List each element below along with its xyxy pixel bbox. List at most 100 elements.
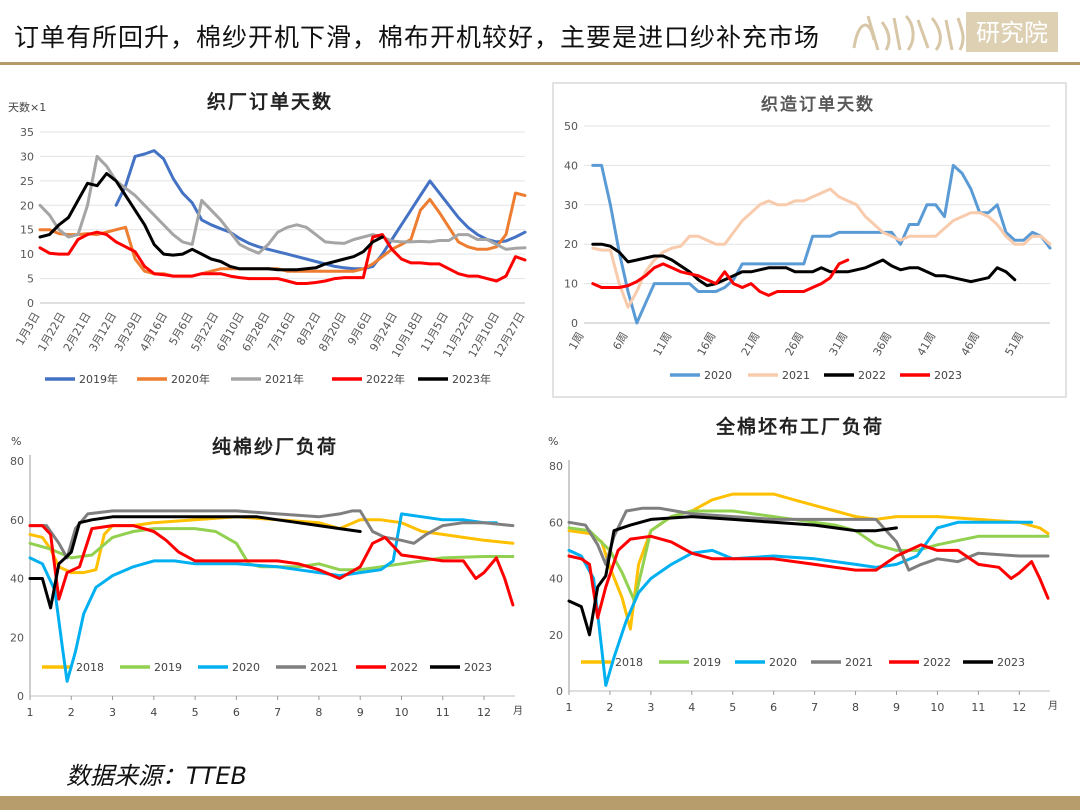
data-point bbox=[50, 607, 52, 609]
data-point bbox=[229, 231, 231, 233]
data-point bbox=[359, 519, 361, 521]
data-point bbox=[334, 265, 336, 267]
series-line-2023 bbox=[567, 515, 898, 637]
data-point bbox=[524, 194, 526, 197]
data-point bbox=[711, 549, 713, 551]
legend-label-2020: 2020 bbox=[232, 661, 260, 674]
data-point bbox=[338, 569, 341, 571]
data-point bbox=[605, 563, 607, 566]
data-point bbox=[650, 518, 652, 521]
data-point bbox=[600, 286, 603, 289]
data-point bbox=[210, 270, 212, 272]
data-point bbox=[653, 267, 655, 269]
y-tick-label: 10 bbox=[20, 248, 34, 261]
data-point bbox=[96, 185, 98, 187]
x-tick-label: 10 bbox=[394, 706, 408, 719]
x-tick-label: 2 bbox=[606, 701, 613, 714]
data-point bbox=[267, 243, 269, 245]
data-point bbox=[697, 235, 699, 237]
data-point bbox=[706, 284, 708, 287]
data-point bbox=[201, 199, 203, 201]
data-point bbox=[483, 522, 485, 524]
data-point bbox=[820, 235, 822, 237]
data-point bbox=[759, 204, 761, 206]
data-point bbox=[248, 277, 250, 280]
data-point bbox=[820, 283, 822, 285]
data-point bbox=[144, 153, 146, 155]
data-point bbox=[172, 275, 174, 277]
data-point bbox=[173, 560, 176, 562]
data-point bbox=[115, 204, 117, 206]
y-tick-label: 10 bbox=[564, 278, 578, 291]
data-point bbox=[45, 525, 48, 527]
data-point bbox=[235, 563, 237, 565]
data-point bbox=[425, 533, 427, 536]
y-tick-label: 80 bbox=[10, 455, 24, 468]
y-tick-label: 40 bbox=[10, 573, 24, 586]
data-point bbox=[29, 577, 31, 580]
x-tick-label: 11 bbox=[971, 701, 985, 714]
data-point bbox=[613, 530, 615, 532]
x-tick-label: 3 bbox=[647, 701, 654, 714]
data-point bbox=[936, 558, 939, 560]
data-point bbox=[462, 560, 465, 562]
data-point bbox=[400, 243, 402, 245]
data-point bbox=[814, 524, 816, 526]
series-line-2020 bbox=[28, 512, 498, 683]
data-point bbox=[324, 270, 326, 272]
legend-label-2023: 2023 bbox=[934, 369, 962, 382]
data-point bbox=[741, 263, 743, 265]
data-point bbox=[1014, 239, 1016, 241]
x-tick-label: 7 bbox=[274, 706, 281, 719]
data-point bbox=[486, 277, 488, 280]
data-point bbox=[895, 516, 898, 518]
data-point bbox=[67, 216, 70, 219]
data-point bbox=[220, 260, 222, 263]
data-point bbox=[812, 235, 814, 237]
brand-logo: 研究院 bbox=[852, 12, 1058, 52]
data-point bbox=[732, 518, 734, 521]
data-point bbox=[277, 251, 279, 253]
data-point bbox=[372, 236, 374, 238]
data-point bbox=[48, 252, 51, 254]
data-point bbox=[864, 216, 866, 218]
data-point bbox=[505, 275, 507, 277]
data-point bbox=[584, 524, 586, 526]
data-point bbox=[172, 234, 174, 236]
data-point bbox=[132, 566, 134, 568]
data-point bbox=[421, 557, 423, 559]
data-point bbox=[353, 255, 355, 258]
data-point bbox=[920, 544, 922, 546]
data-point bbox=[732, 283, 735, 285]
data-point bbox=[359, 569, 361, 571]
data-point bbox=[315, 267, 317, 269]
series-2023 bbox=[567, 515, 898, 637]
data-point bbox=[609, 204, 611, 206]
data-point bbox=[124, 226, 127, 228]
data-point bbox=[334, 270, 336, 272]
data-point bbox=[77, 199, 79, 201]
data-point bbox=[814, 521, 816, 523]
data-point bbox=[315, 260, 317, 263]
data-point bbox=[592, 283, 594, 285]
data-point bbox=[483, 555, 485, 558]
data-point bbox=[153, 214, 155, 216]
data-point bbox=[636, 281, 638, 283]
series-line-2021年 bbox=[38, 154, 527, 255]
legend-label-2020: 2020 bbox=[704, 369, 732, 382]
data-point bbox=[201, 219, 203, 221]
data-point bbox=[627, 290, 629, 293]
data-point bbox=[163, 158, 165, 160]
data-point bbox=[979, 212, 981, 214]
data-point bbox=[229, 275, 231, 277]
data-point bbox=[979, 279, 981, 281]
data-point bbox=[618, 286, 620, 289]
data-point bbox=[48, 214, 51, 216]
data-point bbox=[609, 566, 611, 568]
data-point bbox=[467, 275, 469, 277]
data-point bbox=[296, 269, 298, 271]
data-point bbox=[794, 263, 796, 265]
x-tick-label: 9 bbox=[893, 701, 900, 714]
